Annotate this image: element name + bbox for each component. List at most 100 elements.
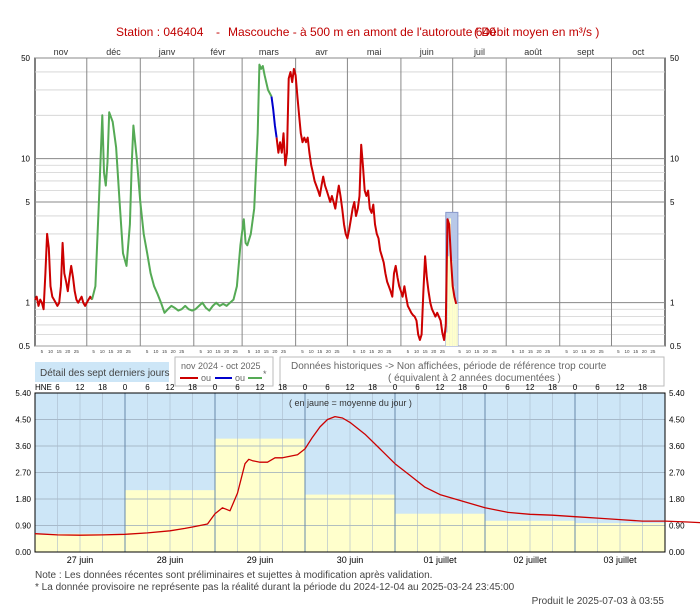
month-label: mars bbox=[259, 47, 279, 57]
y-tick-label-right: 4.50 bbox=[669, 416, 685, 425]
day-tick-label: 5 bbox=[458, 349, 461, 354]
station-location: Mascouche - à 500 m en amont de l'autoro… bbox=[228, 25, 496, 39]
series-line-reserved bbox=[270, 96, 278, 138]
hour-tick-label: 0 bbox=[483, 383, 488, 392]
day-tick-label: 20 bbox=[378, 349, 384, 354]
hour-tick-label: 12 bbox=[616, 383, 625, 392]
y-tick-label: 1 bbox=[26, 299, 31, 308]
historical-line-2: ( équivalent à 2 années documentées ) bbox=[388, 373, 561, 384]
station-label: Station : 046404 bbox=[116, 25, 204, 39]
detail-box bbox=[35, 362, 169, 382]
day-tick-label: 15 bbox=[215, 349, 221, 354]
hour-tick-label: 18 bbox=[368, 383, 377, 392]
y-tick-label: 0.5 bbox=[19, 342, 31, 351]
day-label: 03 juillet bbox=[603, 555, 637, 565]
day-tick-label: 25 bbox=[440, 349, 446, 354]
day-tick-label: 15 bbox=[633, 349, 639, 354]
day-tick-label: 5 bbox=[301, 349, 304, 354]
title-separator: - bbox=[216, 25, 220, 39]
day-tick-label: 10 bbox=[255, 349, 261, 354]
y-tick-label-right: 0.5 bbox=[670, 342, 682, 351]
hour-tick-label: 12 bbox=[166, 383, 175, 392]
note-line-2: * La donnée provisoire ne représente pas… bbox=[35, 582, 515, 593]
day-tick-label: 5 bbox=[512, 349, 515, 354]
month-label: avr bbox=[315, 47, 328, 57]
y-tick-label-right: 5.40 bbox=[669, 389, 685, 398]
day-tick-label: 20 bbox=[590, 349, 596, 354]
weekly-plot-border bbox=[34, 392, 666, 553]
day-tick-label: 10 bbox=[48, 349, 54, 354]
period-legend-box bbox=[174, 356, 274, 387]
y-tick-label-right: 3.60 bbox=[669, 442, 685, 451]
recent-day-bar bbox=[456, 303, 458, 346]
hour-tick-label: 12 bbox=[76, 383, 85, 392]
day-label: 28 juin bbox=[157, 555, 184, 565]
day-tick-label: 10 bbox=[153, 349, 159, 354]
day-tick-label: 10 bbox=[207, 349, 213, 354]
period-label: nov 2024 - oct 2025 bbox=[181, 361, 261, 371]
day-tick-label: 10 bbox=[519, 349, 525, 354]
day-tick-label: 25 bbox=[126, 349, 132, 354]
day-tick-label: 20 bbox=[483, 349, 489, 354]
y-tick-label: 0.00 bbox=[15, 548, 31, 557]
recent-day-bar bbox=[454, 299, 457, 346]
day-tick-label: 20 bbox=[117, 349, 123, 354]
day-tick-label: 5 bbox=[248, 349, 251, 354]
day-tick-label: 10 bbox=[625, 349, 631, 354]
hour-tick-label: 6 bbox=[595, 383, 600, 392]
day-tick-label: 20 bbox=[171, 349, 177, 354]
day-tick-label: 5 bbox=[199, 349, 202, 354]
day-tick-label: 20 bbox=[431, 349, 437, 354]
recent-day-bar bbox=[449, 218, 451, 346]
day-label: 29 juin bbox=[247, 555, 274, 565]
y-tick-label: 5 bbox=[26, 198, 31, 207]
hour-tick-label: 12 bbox=[526, 383, 535, 392]
day-tick-label: 25 bbox=[233, 349, 239, 354]
day-label: 02 juillet bbox=[513, 555, 547, 565]
day-tick-label: 15 bbox=[528, 349, 534, 354]
produced-label: Produit le 2025-07-03 à 03:55 bbox=[531, 596, 664, 607]
day-tick-label: 15 bbox=[474, 349, 480, 354]
y-tick-label-right: 1 bbox=[670, 299, 675, 308]
y-tick-label-right: 0.00 bbox=[669, 548, 685, 557]
y-tick-label-right: 10 bbox=[670, 155, 679, 164]
day-tick-label: 5 bbox=[146, 349, 149, 354]
y-tick-label-right: 0.90 bbox=[669, 522, 685, 531]
y-tick-label: 50 bbox=[21, 54, 30, 63]
day-tick-label: 10 bbox=[466, 349, 472, 354]
series-line-final bbox=[34, 232, 93, 311]
note-line-1: Note : Les données récentes sont prélimi… bbox=[35, 570, 433, 581]
month-label: août bbox=[524, 47, 542, 57]
day-label: 01 juillet bbox=[423, 555, 457, 565]
detail-label: Détail des sept derniers jours bbox=[40, 368, 170, 379]
y-tick-label-right: 50 bbox=[670, 54, 679, 63]
y-tick-label: 4.50 bbox=[15, 416, 31, 425]
day-tick-label: 5 bbox=[407, 349, 410, 354]
day-tick-label: 25 bbox=[179, 349, 185, 354]
series-line-provisional bbox=[91, 63, 273, 314]
hourly-flow-line bbox=[34, 415, 700, 536]
day-tick-label: 20 bbox=[65, 349, 71, 354]
day-tick-label: 20 bbox=[642, 349, 648, 354]
day-tick-label: 15 bbox=[423, 349, 429, 354]
recent-day-bar bbox=[447, 256, 450, 346]
day-tick-label: 10 bbox=[360, 349, 366, 354]
hour-tick-label: 6 bbox=[505, 383, 510, 392]
hour-tick-label: 18 bbox=[98, 383, 107, 392]
hour-tick-label: 12 bbox=[436, 383, 445, 392]
day-tick-label: 5 bbox=[617, 349, 620, 354]
month-label: juin bbox=[419, 47, 434, 57]
weekly-xlabel: HNE bbox=[35, 383, 52, 392]
day-tick-label: 10 bbox=[573, 349, 579, 354]
y-tick-label: 0.90 bbox=[15, 522, 31, 531]
day-tick-label: 5 bbox=[92, 349, 95, 354]
day-tick-label: 10 bbox=[309, 349, 315, 354]
day-tick-label: 10 bbox=[100, 349, 106, 354]
month-label: janv bbox=[158, 47, 176, 57]
historical-line-1: Données historiques -> Non affichées, pé… bbox=[291, 361, 607, 372]
month-label: oct bbox=[632, 47, 645, 57]
hourly-flow-polyline bbox=[34, 415, 700, 536]
hour-tick-label: 6 bbox=[145, 383, 150, 392]
